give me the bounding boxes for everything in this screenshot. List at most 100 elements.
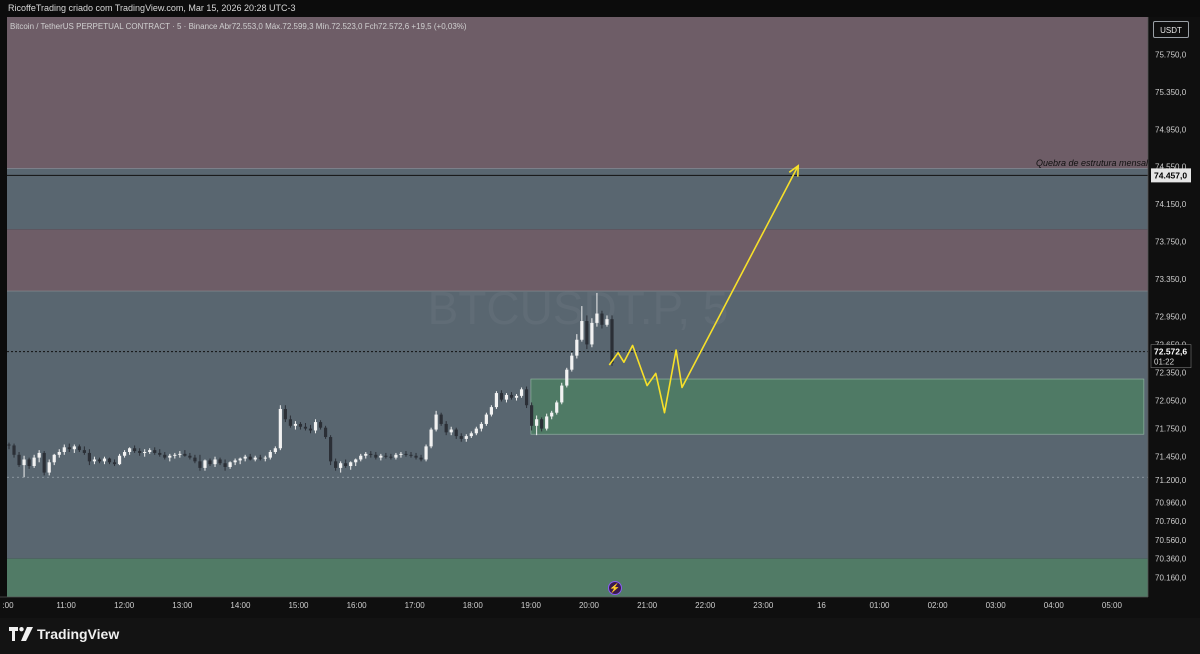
candle — [12, 443, 16, 458]
candle — [72, 444, 76, 453]
candle-body — [77, 446, 81, 451]
candle — [153, 447, 157, 455]
candle-body — [153, 450, 157, 453]
candle — [389, 453, 393, 460]
candle — [439, 412, 443, 426]
candle — [499, 390, 504, 402]
candle — [600, 310, 604, 329]
candle-body — [595, 313, 599, 323]
candle — [77, 444, 81, 452]
y-tick-label: 71.200,0 — [1155, 476, 1187, 485]
candle — [243, 454, 247, 462]
candle-body — [298, 423, 303, 427]
candle-body — [439, 414, 443, 424]
candle — [22, 455, 26, 478]
x-tick-label: 15:00 — [288, 601, 309, 610]
candle — [52, 453, 56, 466]
candle-body — [42, 452, 46, 473]
candle — [313, 419, 318, 434]
y-tick-label: 74.550,0 — [1155, 163, 1187, 172]
candle-body — [575, 339, 579, 356]
candle — [67, 443, 71, 452]
candle-body — [102, 458, 107, 462]
candle-body — [514, 395, 519, 398]
candle-body — [218, 459, 222, 464]
level-price-box — [1151, 168, 1191, 183]
candle-body — [62, 447, 66, 452]
candle — [369, 451, 373, 458]
currency-selector[interactable]: USDT — [1153, 21, 1189, 38]
candle — [394, 452, 398, 460]
candle — [595, 292, 599, 327]
candle-body — [364, 453, 368, 456]
candle — [530, 402, 534, 431]
candle-body — [484, 414, 488, 424]
candle — [474, 426, 478, 436]
x-tick-label: 05:00 — [1102, 601, 1123, 610]
candle — [419, 454, 423, 462]
candle — [349, 461, 353, 470]
candle-body — [7, 444, 11, 446]
snapshot-header: RicoffeTrading criado com TradingView.co… — [0, 0, 1200, 17]
x-tick-label: 20:00 — [579, 601, 600, 610]
candle-body — [198, 461, 202, 468]
candle-body — [92, 459, 97, 462]
candle — [208, 458, 212, 467]
candle — [82, 446, 86, 455]
candle — [424, 444, 428, 462]
candle-body — [404, 453, 408, 455]
x-tick-label: :00 — [2, 601, 14, 610]
candle — [404, 451, 408, 457]
candle-body — [530, 405, 534, 426]
candle-body — [82, 450, 86, 453]
candle — [504, 393, 509, 403]
candle-body — [178, 453, 182, 455]
candle — [479, 422, 483, 432]
candle-body — [605, 319, 609, 325]
candle-body — [409, 454, 413, 456]
candle — [283, 405, 287, 423]
axes-layer: 75.750,0 75.350,0 74.950,0 74.550,0 74.150,0… — [0, 17, 1200, 618]
candle — [228, 461, 232, 469]
candle-body — [72, 446, 76, 450]
candle — [268, 450, 272, 460]
candle-body — [570, 355, 574, 370]
candle-body — [585, 321, 589, 345]
candle-body — [248, 456, 252, 460]
candle-body — [434, 414, 438, 430]
candle — [519, 387, 524, 398]
projection-layer — [608, 164, 800, 414]
chart-canvas[interactable]: BTCUSDT.P, 5 75.750,0 75.350,0 74.950,0 74.… — [0, 0, 1200, 618]
candle-body — [424, 446, 428, 460]
tradingview-logo[interactable]: TradingView — [9, 626, 119, 642]
candle-body — [419, 457, 423, 460]
projection-arrowhead — [788, 164, 800, 177]
candle-body — [97, 459, 102, 462]
x-tick-label: 19:00 — [521, 601, 542, 610]
x-tick-label: 16 — [817, 601, 826, 610]
candle — [449, 426, 453, 436]
candle-body — [334, 461, 338, 468]
candle — [464, 434, 468, 442]
candle-body — [117, 455, 122, 465]
candle — [37, 450, 41, 463]
candle-body — [509, 394, 514, 398]
candle — [570, 352, 574, 372]
candle — [87, 449, 91, 466]
candle-body — [228, 462, 232, 467]
projection-path — [608, 165, 799, 414]
candle-body — [243, 456, 247, 459]
event-lightning-icon[interactable]: ⚡ — [608, 581, 622, 595]
candle-body — [27, 459, 31, 467]
candle-body — [399, 453, 403, 455]
y-tick-label: 70.560,0 — [1155, 536, 1187, 545]
candle-body — [479, 423, 483, 429]
zone-supply-upper — [7, 17, 1148, 169]
x-tick-label: 23:00 — [753, 601, 774, 610]
candle-body — [107, 458, 112, 463]
x-tick-label: 14:00 — [230, 601, 251, 610]
candle-body — [268, 452, 272, 458]
candle-body — [459, 436, 463, 439]
candle-body — [394, 454, 398, 458]
candle — [339, 461, 343, 473]
